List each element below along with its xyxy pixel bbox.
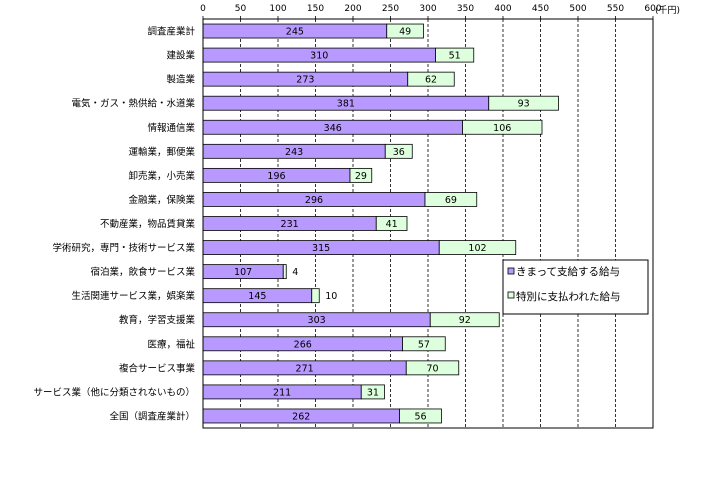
category-label: 製造業 <box>166 74 195 86</box>
grid-lines <box>240 19 616 428</box>
category-label: 学術研究，専門・技術サービス業 <box>52 242 195 254</box>
value-label-regular: 271 <box>296 363 314 374</box>
x-tick-label: 100 <box>269 4 286 14</box>
value-label-regular: 231 <box>281 219 299 230</box>
value-label-special: 10 <box>325 291 337 302</box>
bar-special <box>311 288 320 304</box>
value-label-special: 106 <box>493 123 511 134</box>
category-label: 教育，学習支援業 <box>119 314 196 326</box>
category-label: サービス業（他に分類されないもの） <box>33 386 195 398</box>
x-tick-label: 50 <box>235 4 247 14</box>
category-label: 複合サービス事業 <box>119 362 196 374</box>
value-label-special: 56 <box>414 411 426 422</box>
bar-special <box>384 143 413 159</box>
bar-special <box>375 216 408 231</box>
x-tick-label: 400 <box>494 4 511 14</box>
legend-entry-special: 特別に支払われた給与 <box>516 290 620 303</box>
value-label-regular: 310 <box>310 51 328 62</box>
bar-special <box>399 408 442 424</box>
bar-special <box>405 360 460 376</box>
value-label-regular: 273 <box>296 75 314 86</box>
category-label: 全国（調査産業計） <box>109 410 195 422</box>
bar-special <box>386 23 424 39</box>
value-label-regular: 296 <box>305 195 323 206</box>
category-label: 運輸業，郵便業 <box>128 146 195 158</box>
value-label-regular: 262 <box>292 411 310 422</box>
value-label-regular: 303 <box>308 315 326 326</box>
x-tick-label: 250 <box>382 4 399 14</box>
x-tick-label: 150 <box>307 4 324 14</box>
category-label: 金融業，保険業 <box>128 194 195 206</box>
bar-special <box>438 240 517 255</box>
bar-special <box>349 167 373 183</box>
plot-frame <box>202 18 654 429</box>
value-label-special: 102 <box>468 243 486 254</box>
category-label: 電気・ガス・熱供給・水道業 <box>71 98 195 110</box>
bar-special <box>462 119 543 135</box>
legend-swatch-regular <box>507 267 515 275</box>
value-label-special: 29 <box>355 171 367 182</box>
value-label-regular: 266 <box>294 339 312 350</box>
value-label-special: 31 <box>367 387 379 398</box>
value-label-regular: 196 <box>267 171 285 182</box>
category-label: 調査産業計 <box>147 26 195 38</box>
x-tick-label: 200 <box>344 4 361 14</box>
x-tick-label: 550 <box>607 4 624 14</box>
category-label: 卸売業，小売業 <box>128 170 195 182</box>
value-label-regular: 211 <box>273 387 291 398</box>
value-label-regular: 145 <box>248 291 266 302</box>
bar-special <box>402 336 446 352</box>
value-label-special: 57 <box>418 339 430 350</box>
legend: きまって支給する給与 特別に支払われた給与 <box>502 259 649 315</box>
category-label: 不動産業，物品賃貸業 <box>100 218 196 230</box>
bar-special <box>488 95 559 111</box>
bar-special <box>360 384 385 400</box>
category-label: 建設業 <box>166 50 195 62</box>
category-label: 医療，福祉 <box>147 338 195 350</box>
legend-swatch-special <box>507 291 515 299</box>
value-label-special: 49 <box>399 27 411 38</box>
value-label-regular: 107 <box>234 267 252 278</box>
category-label: 情報通信業 <box>147 122 195 134</box>
value-label-regular: 381 <box>337 99 355 110</box>
value-label-regular: 346 <box>324 123 342 134</box>
value-label-special: 41 <box>386 219 398 230</box>
x-tick-label: 0 <box>200 4 206 14</box>
bars: 245 49 310 51 273 62 381 93 346 106 243 36 196 29 296 6… <box>202 23 559 424</box>
category-label: 生活関連サービス業，娯楽業 <box>71 290 195 302</box>
x-tick-label: 300 <box>419 4 436 14</box>
value-label-special: 4 <box>292 267 298 278</box>
value-label-regular: 243 <box>285 147 303 158</box>
value-label-special: 36 <box>393 147 405 158</box>
x-tick-label: 350 <box>457 4 474 14</box>
bar-special <box>282 264 287 280</box>
bar-special <box>424 192 478 207</box>
value-label-special: 62 <box>425 75 437 86</box>
x-axis-ticks: 0 50 100 150 200 250 300 350 400 450 500 550 600 <box>200 4 662 19</box>
value-label-regular: 245 <box>286 27 304 38</box>
unit-label: (千円) <box>655 5 680 16</box>
category-label: 宿泊業，飲食サービス業 <box>90 266 195 278</box>
bar-special <box>435 47 475 63</box>
value-label-special: 51 <box>449 51 461 62</box>
value-label-special: 69 <box>445 195 457 206</box>
value-label-special: 70 <box>426 363 438 374</box>
x-tick-label: 600 <box>644 4 661 14</box>
value-label-regular: 315 <box>312 243 330 254</box>
x-tick-label: 500 <box>569 4 586 14</box>
x-tick-label: 450 <box>532 4 549 14</box>
legend-entry-regular: きまって支給する給与 <box>516 265 620 278</box>
legend-box <box>502 259 649 315</box>
value-label-special: 92 <box>459 315 471 326</box>
bar-special <box>407 71 455 87</box>
bar-special <box>429 312 500 328</box>
value-label-special: 93 <box>518 99 530 110</box>
category-labels: 調査産業計建設業製造業電気・ガス・熱供給・水道業情報通信業運輸業，郵便業卸売業，… <box>33 26 195 423</box>
